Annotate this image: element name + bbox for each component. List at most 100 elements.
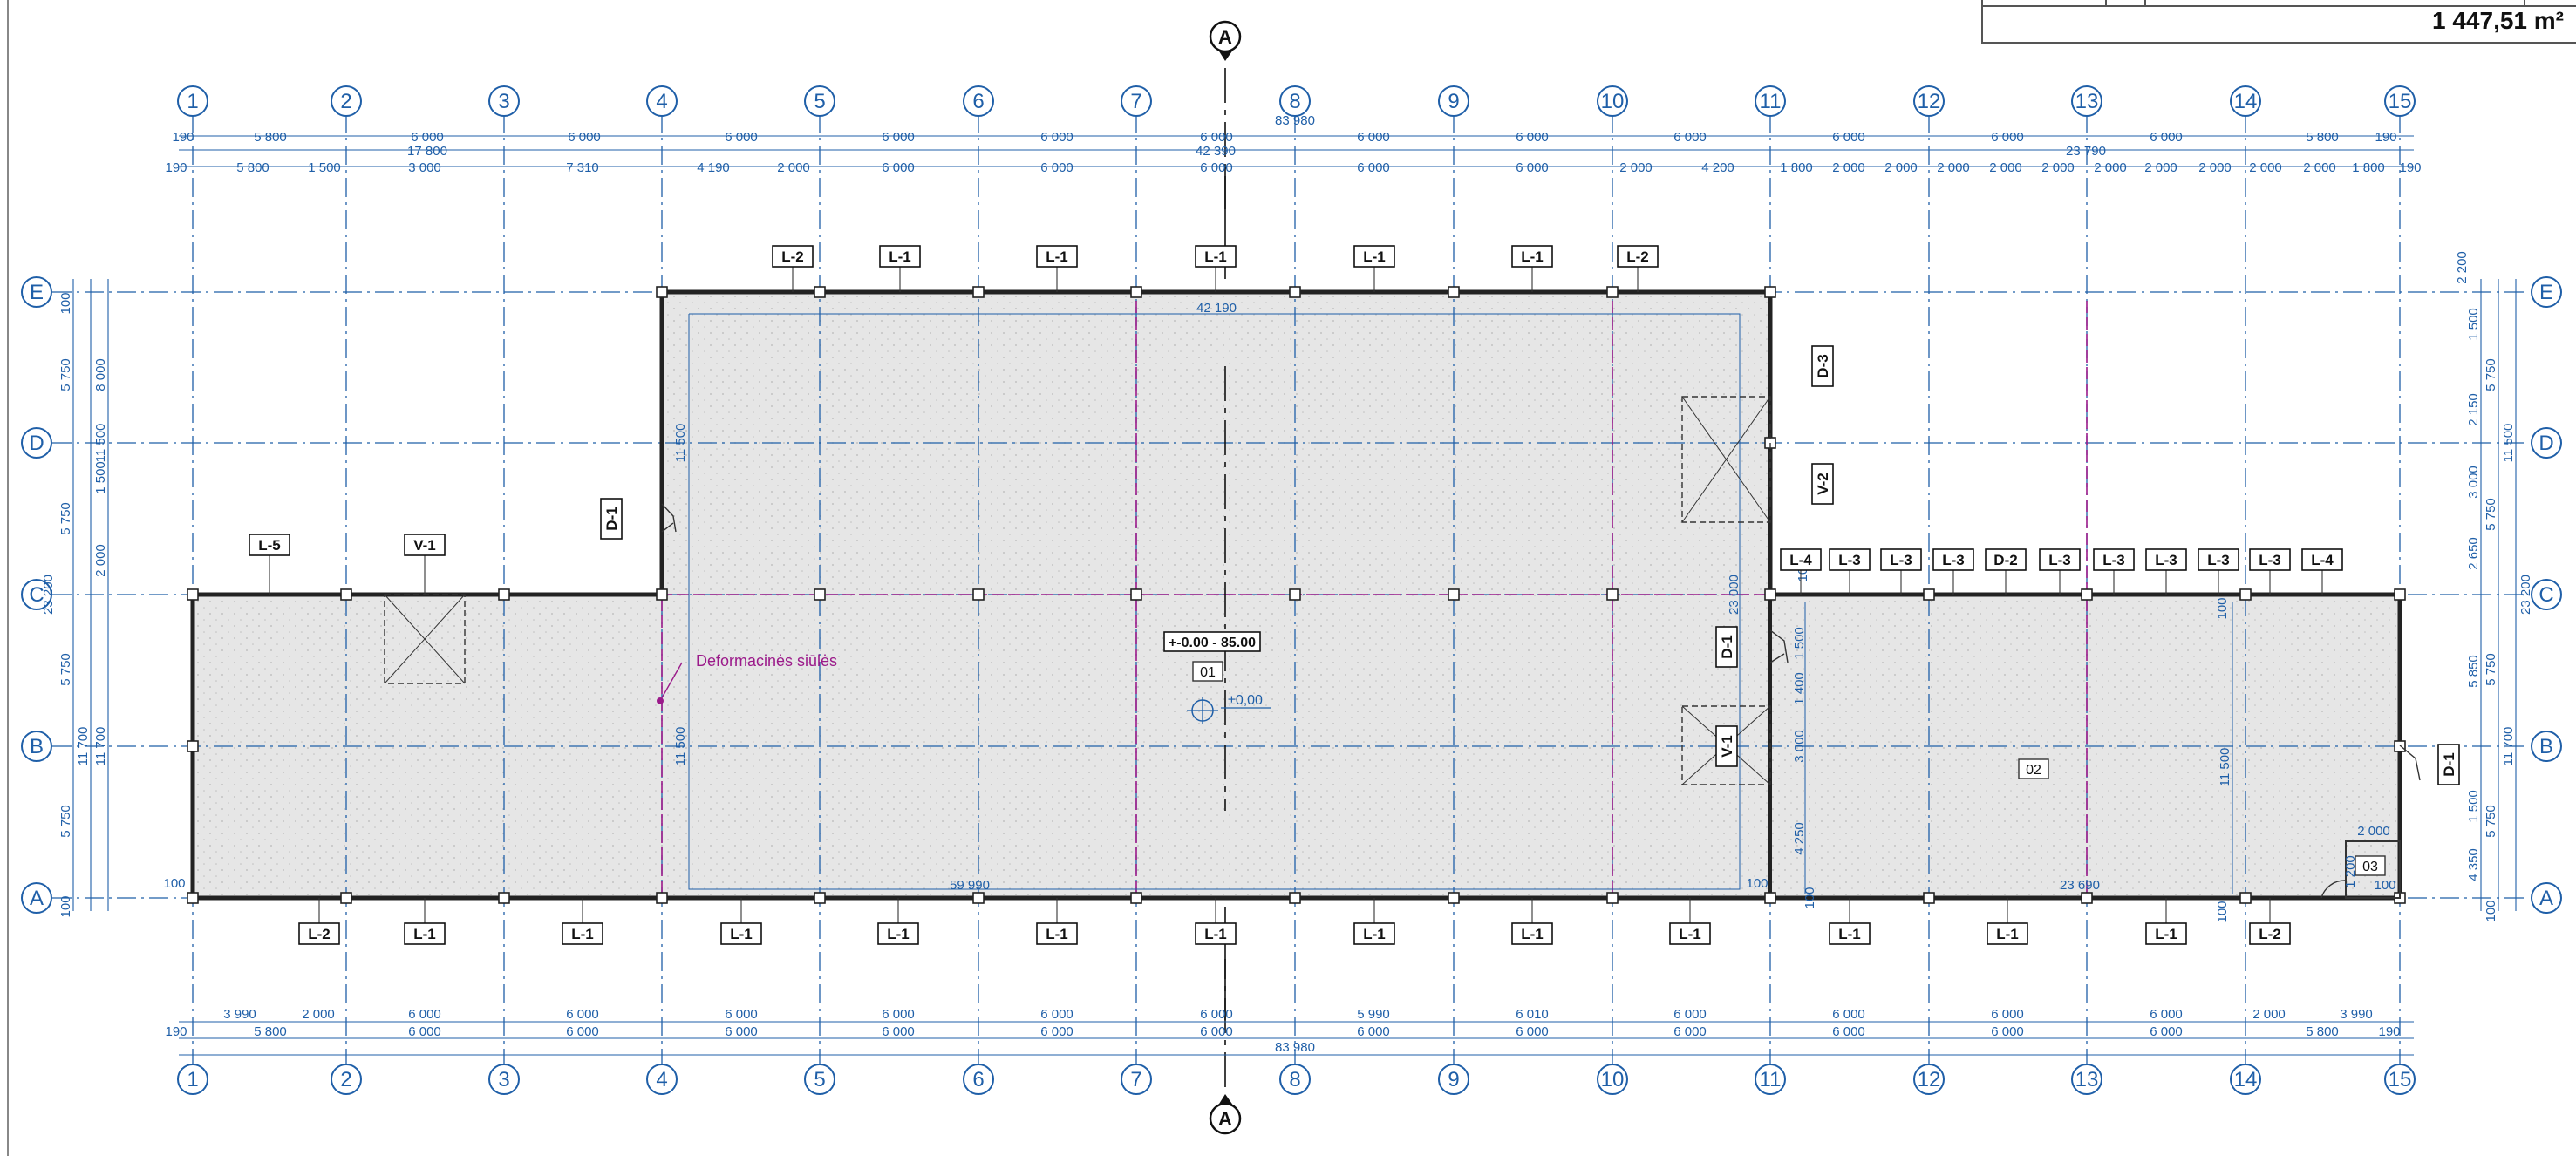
dim-left-1: 5 750 [58, 358, 73, 391]
grid-bubble-bottom-12-circle [1913, 1064, 1945, 1095]
grid-bubble-top-2: 2 [340, 90, 351, 113]
tag-bottom-7: L-1 [1363, 926, 1386, 942]
grid-bubble-bottom-3-circle [488, 1064, 520, 1095]
dim-bot2-3: 6 000 [566, 1024, 599, 1039]
column-12 [814, 892, 826, 904]
dim-top2-0: 83 980 [1275, 113, 1315, 128]
grid-bubble-top-3-circle [488, 85, 520, 117]
dim-top2-2: 42 390 [1196, 144, 1236, 159]
grid-bubble-top-15-circle [2384, 85, 2416, 117]
grid-bubble-top-1-circle [177, 85, 208, 117]
dim-top3-17: 2 000 [1937, 160, 1970, 175]
grid-bubble-left-B: B [30, 735, 44, 758]
grid-bubble-top-10-circle [1597, 85, 1628, 117]
dim-top1-1: 5 800 [254, 130, 287, 145]
tag-left-l5: L-5 [258, 537, 281, 554]
dim-bot1-8: 5 990 [1357, 1007, 1390, 1022]
grid-bubble-right-B-circle [2531, 731, 2562, 762]
tag-bottom-9-box [1669, 922, 1711, 945]
dim-left-0: 100 [58, 292, 73, 314]
dim-door-stack-3: 4 250 [1792, 822, 1807, 855]
grid-bubble-bottom-3: 3 [498, 1068, 509, 1091]
grid-bubble-left-E: E [30, 281, 44, 304]
tag-bottom-11-box [1987, 922, 2028, 945]
tag-c-1-box [1829, 548, 1871, 571]
grid-bubble-bottom-14: 14 [2234, 1068, 2258, 1091]
tag-c-10-box [2301, 548, 2343, 571]
dim-right-6: 1 500 [2466, 790, 2481, 823]
dim-top3-1: 5 800 [236, 160, 269, 175]
column-26 [656, 588, 668, 601]
tag-vertical-1: V-2 [1815, 473, 1831, 495]
tag-c-8: L-3 [2207, 552, 2230, 568]
dim-small-8: 100 [2215, 597, 2230, 619]
dim-top1-2: 6 000 [411, 130, 444, 145]
dim-top3-0: 190 [165, 160, 187, 175]
tag-c-1: L-3 [1838, 552, 1861, 568]
room-03-box [2355, 855, 2386, 876]
column-5 [1448, 286, 1460, 298]
tag-bottom-8: L-1 [1521, 926, 1544, 942]
grid-bubble-top-1: 1 [187, 90, 198, 113]
opening-v1-left-x2 [384, 594, 466, 684]
opening-v2-x2 [1681, 396, 1771, 523]
column-21 [2239, 892, 2252, 904]
grid-bubble-left-C: C [29, 583, 44, 607]
dim-top3-20: 2 000 [2094, 160, 2127, 175]
dim-top3-16: 2 000 [1884, 160, 1918, 175]
door-d1-right [2399, 745, 2421, 781]
dim-bot2-14: 5 800 [2306, 1024, 2339, 1039]
column-18 [1764, 892, 1776, 904]
grid-bubble-bottom-15-circle [2384, 1064, 2416, 1095]
tag-c-8-box [2198, 548, 2239, 571]
grid-bubble-right-B: B [2539, 735, 2553, 758]
dim-small-7: 100 [1803, 887, 1817, 908]
grid-bubble-bottom-6: 6 [972, 1068, 984, 1091]
dim-top1-0: 190 [172, 130, 194, 145]
tag-vertical-3-box [1715, 626, 1738, 668]
dim-door-stack-2: 3 000 [1792, 730, 1807, 763]
tag-top-5-box [1511, 245, 1553, 268]
tag-bottom-13-box [2249, 922, 2291, 945]
tag-top-3: L-1 [1204, 248, 1227, 265]
section-mark-bottom-circle [1209, 1102, 1242, 1135]
grid-bubble-bottom-11: 11 [1760, 1068, 1782, 1091]
dim-top1-6: 6 000 [1040, 130, 1073, 145]
column-19 [1923, 892, 1935, 904]
dim-top2-3: 23 790 [2066, 144, 2106, 159]
column-39 [2394, 740, 2406, 752]
tag-c-5-box [2039, 548, 2081, 571]
dim-top1-14: 5 800 [2306, 130, 2339, 145]
grid-bubble-bottom-5-circle [804, 1064, 835, 1095]
dim-right-1: 1 500 [2466, 308, 2481, 341]
column-35 [2081, 588, 2093, 601]
dim-bottom-right: 23 690 [2060, 878, 2100, 893]
column-30 [1289, 588, 1301, 601]
grid-bubble-top-6: 6 [972, 90, 984, 113]
tag-bottom-2-box [562, 922, 603, 945]
dim-small-2000: 2 000 [2357, 824, 2390, 839]
tag-top-3-box [1195, 245, 1237, 268]
section-mark-bottom: A [1218, 1108, 1232, 1130]
grid-bubble-right-D-circle [2531, 427, 2562, 459]
dim-top3-8: 6 000 [1040, 160, 1073, 175]
tag-vertical-1-box [1811, 463, 1834, 505]
dim-top1-5: 6 000 [882, 130, 915, 145]
door-d1-left [661, 503, 677, 533]
dim-top3-6: 2 000 [777, 160, 810, 175]
tag-top-5: L-1 [1521, 248, 1544, 265]
dim-bot2-2: 6 000 [408, 1024, 441, 1039]
dim-bot2-12: 6 000 [1991, 1024, 2024, 1039]
dim-right-5: 5 850 [2466, 655, 2481, 688]
grid-bubble-top-4-circle [646, 85, 678, 117]
grid-bubble-left-A: A [30, 887, 44, 910]
tag-bottom-3: L-1 [730, 926, 753, 942]
grid-bubble-right-C-circle [2531, 579, 2562, 610]
tag-bottom-12-box [2145, 922, 2187, 945]
grid-bubble-bottom-9-circle [1438, 1064, 1469, 1095]
tag-bottom-7-box [1353, 922, 1395, 945]
grid-bubble-bottom-14-circle [2230, 1064, 2261, 1095]
grid-bubble-bottom-11-circle [1755, 1064, 1786, 1095]
grid-bubble-bottom-4: 4 [656, 1068, 667, 1091]
tag-bottom-2: L-1 [571, 926, 594, 942]
